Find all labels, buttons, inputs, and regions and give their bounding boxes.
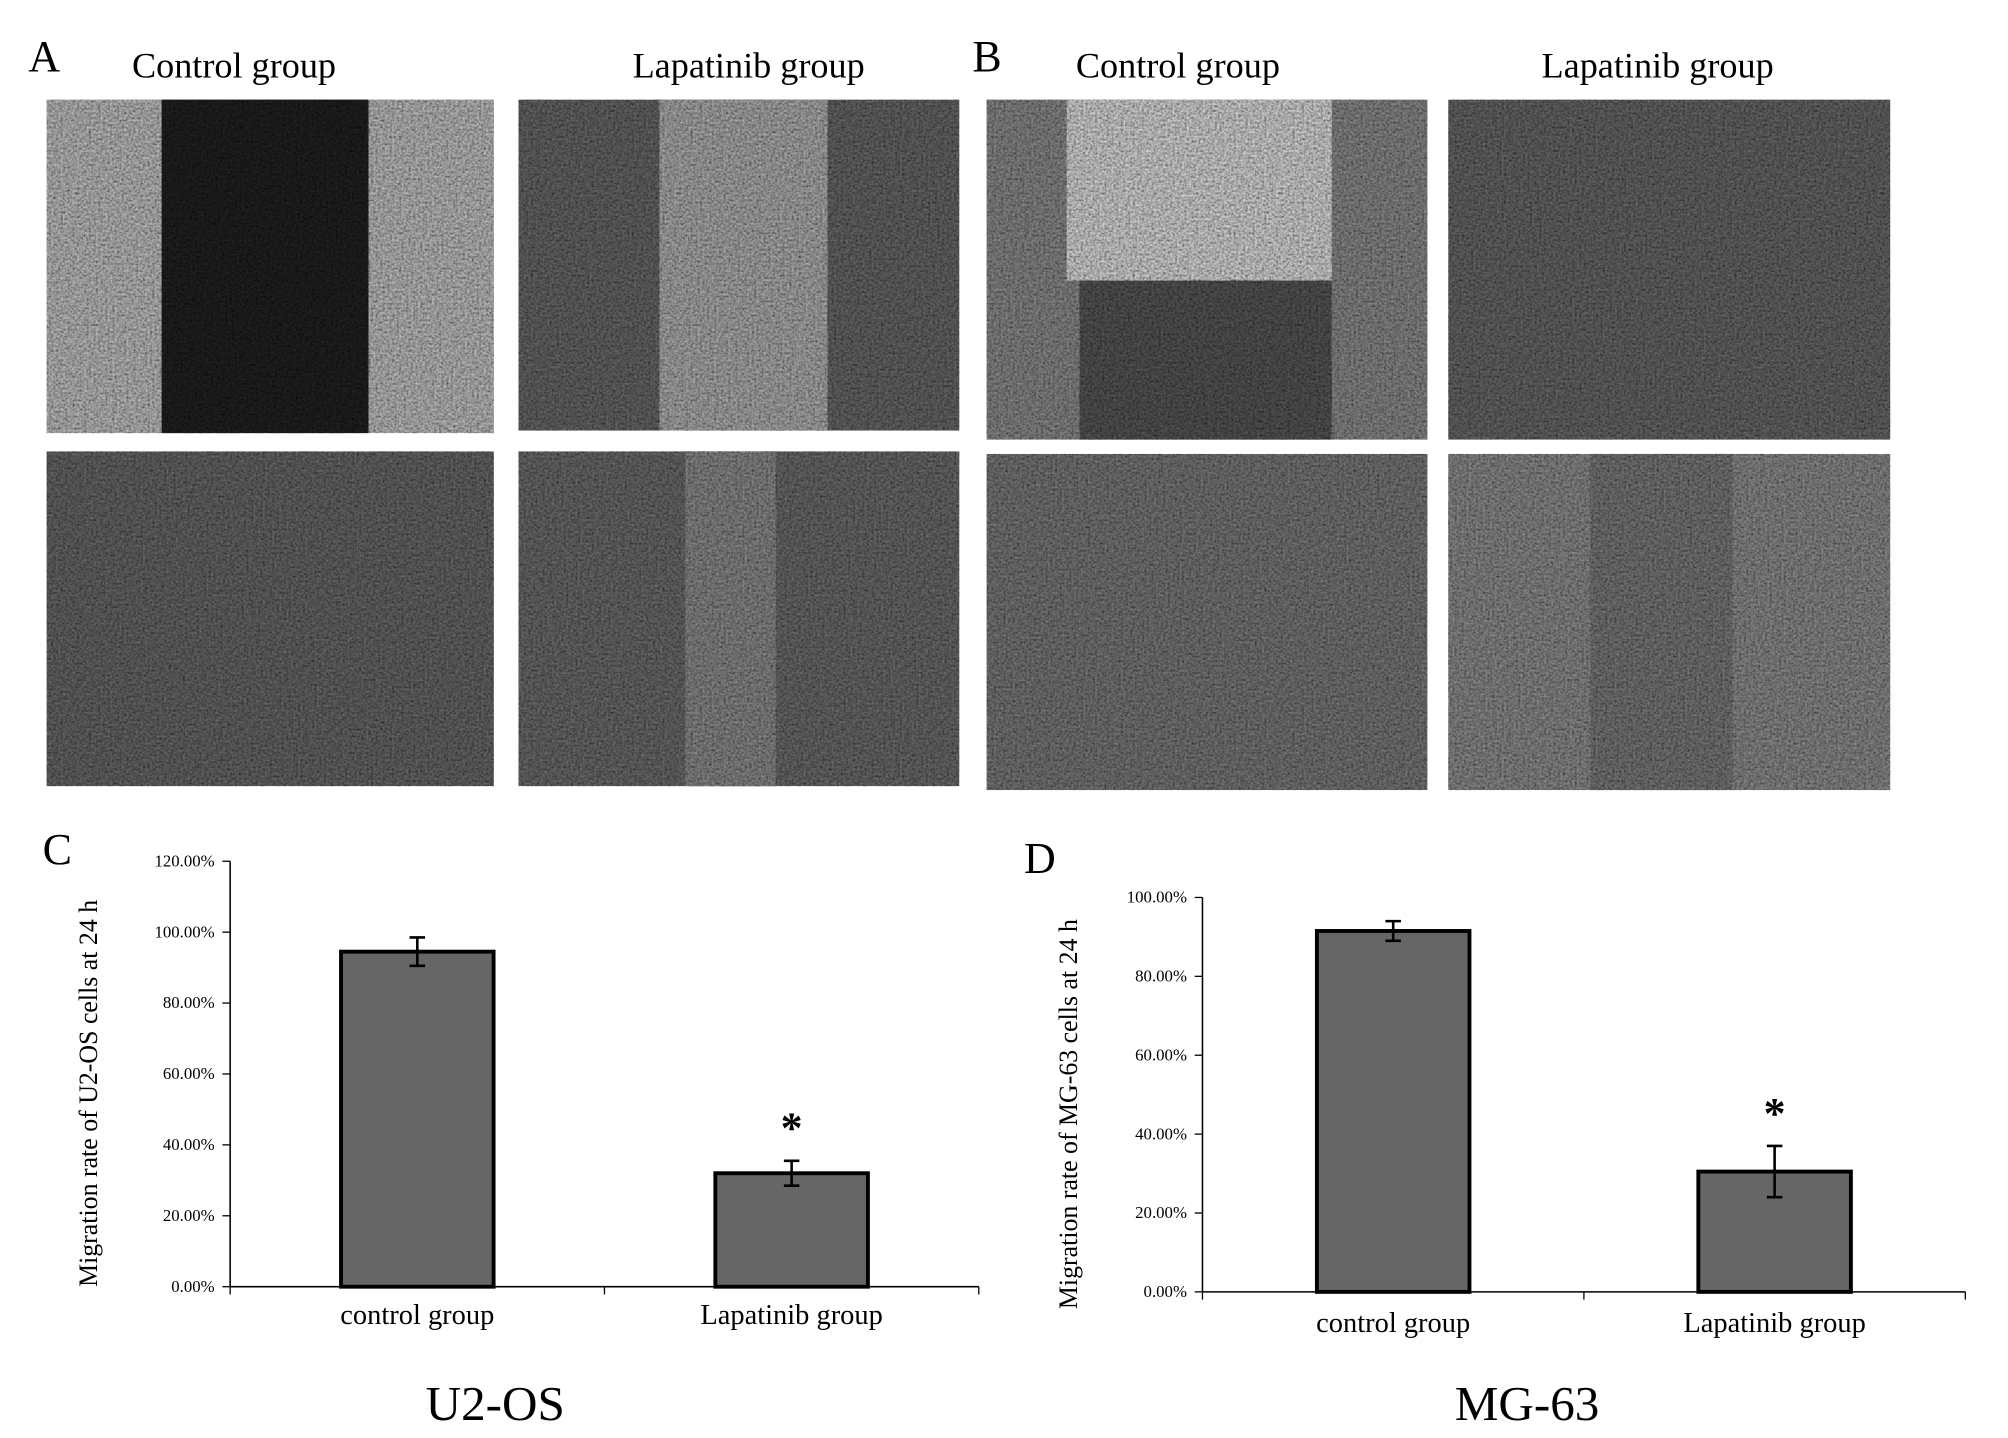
y-tick-label: 40.00% [163,1135,215,1154]
significance-marker: * [1764,1089,1786,1138]
column-header: Lapatinib group [1542,46,1774,86]
bar [713,1171,870,1289]
micrograph-gap [1590,453,1733,791]
y-tick-label: 20.00% [1135,1203,1187,1222]
error-bar [1385,919,1401,943]
error-bar [1766,1144,1783,1199]
bar [1314,929,1472,1294]
x-tick-label: control group [340,1300,494,1331]
panel-label: D [1024,834,1056,883]
x-tick-label: Lapatinib group [700,1300,882,1331]
y-tick-label: 60.00% [163,1064,215,1083]
y-axis-label: Migration rate of MG-63 cells at 24 h [1054,919,1083,1309]
micrograph-gap [685,451,776,787]
y-tick-label: 0.00% [171,1277,214,1296]
y-tick-label: 120.00% [154,851,214,870]
panel-label: B [972,32,1001,81]
micrograph [986,453,1428,791]
y-tick-label: 100.00% [154,922,214,941]
y-axis-label: Migration rate of U2-OS cells at 24 h [74,900,103,1287]
micrograph-gap [161,99,369,434]
micrograph [46,451,494,787]
panel-label: C [43,825,72,874]
error-bar [409,936,426,968]
y-tick-label: 20.00% [163,1206,215,1225]
column-header: Lapatinib group [633,46,865,86]
y-tick-label: 60.00% [1135,1045,1187,1064]
micrograph [1448,99,1891,440]
column-header: Control group [1076,46,1280,86]
subtitle: MG-63 [1455,1376,1600,1431]
y-tick-label: 40.00% [1135,1124,1187,1143]
subtitle: U2-OS [426,1376,565,1431]
error-bar [783,1159,800,1187]
y-tick-label: 0.00% [1144,1282,1187,1301]
micrograph-gap [659,99,828,431]
y-tick-label: 80.00% [1135,967,1187,986]
micrograph-gap [1079,280,1332,440]
panel-label: A [28,32,60,81]
y-tick-label: 80.00% [163,993,215,1012]
y-tick-label: 100.00% [1127,888,1187,907]
significance-marker: * [781,1104,803,1153]
x-tick-label: control group [1316,1308,1470,1339]
micrographs [46,99,1891,791]
x-tick-label: Lapatinib group [1683,1308,1865,1339]
column-header: Control group [132,46,336,86]
bar [339,949,496,1289]
micrograph-gap [1066,99,1332,281]
